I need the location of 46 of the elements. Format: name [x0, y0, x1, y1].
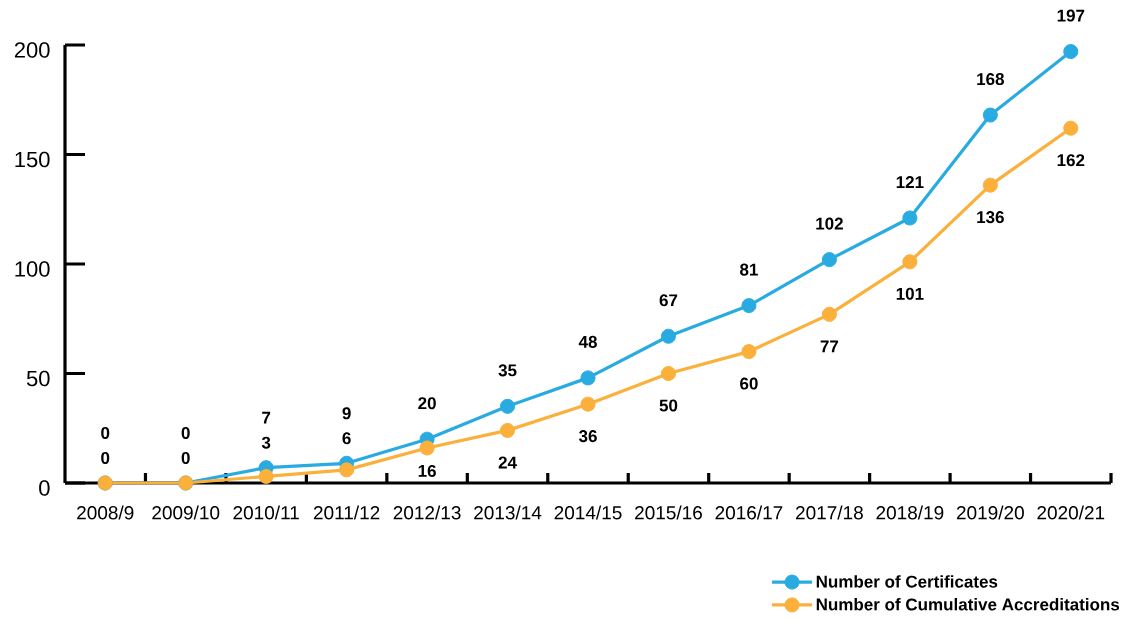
x-tick-label: 2020/21 [1037, 505, 1105, 520]
x-tick-label: 2012/13 [393, 505, 461, 520]
x-tick-label: 2017/18 [796, 505, 863, 520]
data-label: 0 [181, 451, 190, 465]
legend-label: Number of Certificates [816, 575, 998, 588]
data-label: 77 [820, 340, 839, 353]
data-label: 197 [1057, 9, 1085, 22]
data-label: 6 [342, 432, 351, 445]
x-tick-label: 2018/19 [876, 505, 944, 520]
y-tick-label: 200 [14, 42, 50, 58]
data-label: 0 [181, 426, 190, 440]
data-label: 0 [101, 426, 110, 440]
x-tick-label: 2011/12 [313, 505, 380, 520]
x-tick-label: 2016/17 [715, 505, 783, 520]
x-tick-label: 2009/10 [152, 505, 220, 520]
data-label: 35 [498, 364, 517, 377]
data-label: 121 [896, 176, 924, 188]
data-label: 162 [1057, 154, 1085, 167]
y-tick-label: 150 [15, 151, 50, 168]
data-label: 102 [816, 217, 843, 230]
x-tick-label: 2019/20 [956, 505, 1024, 520]
data-label: 60 [740, 377, 758, 390]
x-tick-label: 2014/15 [554, 505, 622, 520]
data-label: 168 [977, 73, 1004, 86]
data-label: 0 [101, 451, 110, 465]
data-label: 3 [261, 436, 271, 449]
x-tick-label: 2013/14 [474, 505, 542, 520]
x-tick-label: 2008/9 [77, 505, 134, 520]
data-label: 50 [659, 399, 678, 412]
data-label: 36 [578, 430, 597, 443]
data-label: 20 [418, 397, 436, 410]
data-label: 48 [578, 335, 597, 348]
data-label: 101 [896, 287, 924, 300]
y-tick-label: 0 [39, 480, 50, 496]
y-tick-label: 100 [15, 261, 50, 277]
x-tick-label: 2015/16 [635, 505, 702, 520]
legend-label: Number of Cumulative Accreditations [816, 598, 1120, 611]
data-label: 24 [498, 456, 517, 469]
data-label: 81 [740, 263, 758, 276]
data-label: 67 [659, 294, 678, 307]
data-label: 7 [262, 411, 271, 424]
y-tick-label: 50 [26, 370, 50, 387]
data-label: 136 [977, 211, 1004, 224]
data-label: 9 [342, 407, 351, 420]
data-label: 16 [418, 464, 436, 477]
x-tick-label: 2010/11 [233, 505, 299, 520]
